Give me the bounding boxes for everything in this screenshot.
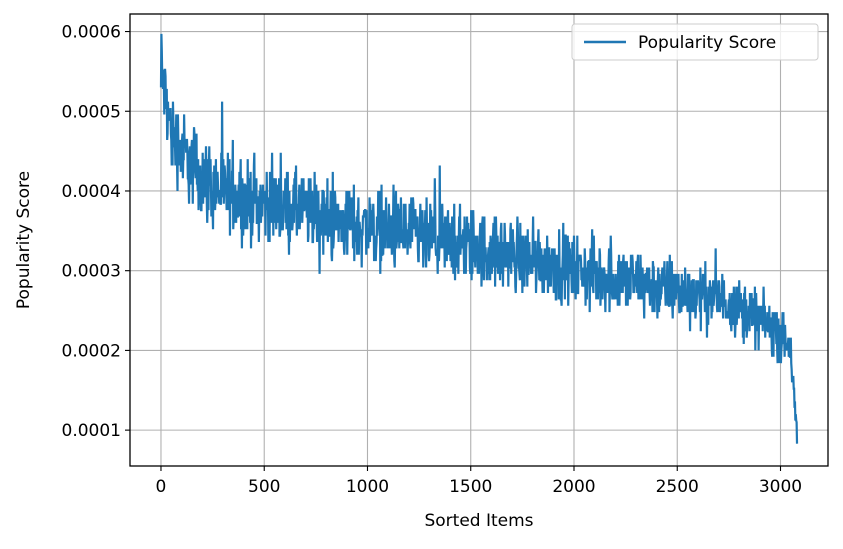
y-tick-label: 0.0001: [62, 421, 121, 441]
x-tick-label: 500: [248, 477, 280, 497]
y-tick-label: 0.0004: [62, 182, 121, 202]
x-axis-label: Sorted Items: [424, 511, 533, 531]
y-tick-label: 0.0002: [62, 341, 121, 361]
y-tick-label: 0.0006: [62, 23, 121, 43]
x-tick-labels: 0 500 1000 1500 2000 2500 3000: [156, 477, 803, 497]
y-axis-label: Popularity Score: [14, 171, 34, 309]
x-tick-label: 3000: [759, 477, 802, 497]
series-layer: [159, 33, 799, 444]
plot-frame: [129, 13, 829, 467]
legend: Popularity Score: [571, 23, 819, 61]
x-tick-label: 0: [156, 477, 167, 497]
x-tick-label: 2000: [552, 477, 595, 497]
x-tick-label: 1000: [346, 477, 389, 497]
y-tick-label: 0.0003: [62, 262, 121, 282]
x-tick-label: 2500: [656, 477, 699, 497]
y-tick-labels: 0.0001 0.0002 0.0003 0.0004 0.0005 0.0006: [62, 23, 121, 442]
y-tick-label: 0.0005: [62, 102, 121, 122]
popularity-score-line: [159, 33, 799, 444]
tick-marks: [125, 30, 782, 471]
x-tick-label: 1500: [449, 477, 492, 497]
legend-box: [571, 23, 819, 61]
legend-label: Popularity Score: [638, 33, 776, 53]
